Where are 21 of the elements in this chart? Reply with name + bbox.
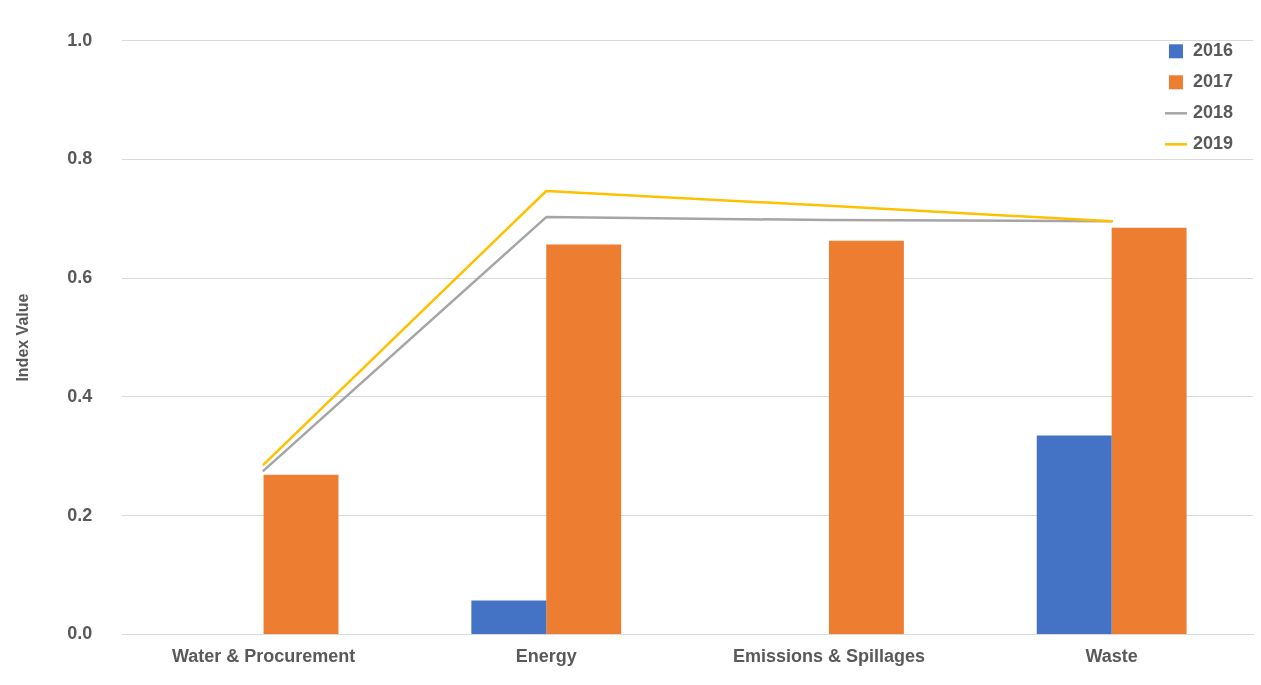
legend-label: 2018 [1192,102,1233,123]
legend-label: 2016 [1192,40,1233,61]
x-tick-label: Emissions & Spillages [732,646,925,667]
bar [828,240,904,634]
y-tick-label: 1.0 [67,29,93,50]
y-axis-title: Index Value [14,293,32,382]
bar [1036,435,1112,634]
bar [263,474,339,634]
x-tick-label: Water & Procurement [171,646,356,667]
y-tick-label: 0.4 [67,385,93,406]
y-tick-label: 0.0 [67,623,93,644]
bar [546,244,622,634]
bar [1111,227,1187,634]
y-tick-label: 0.6 [67,267,93,288]
legend-label: 2019 [1192,133,1233,154]
y-tick-label: 0.2 [67,504,93,525]
x-tick-label: Energy [515,646,577,667]
legend-label: 2017 [1192,71,1233,92]
bar [471,600,547,634]
x-tick-label: Waste [1085,646,1138,667]
y-tick-label: 0.8 [67,148,93,169]
